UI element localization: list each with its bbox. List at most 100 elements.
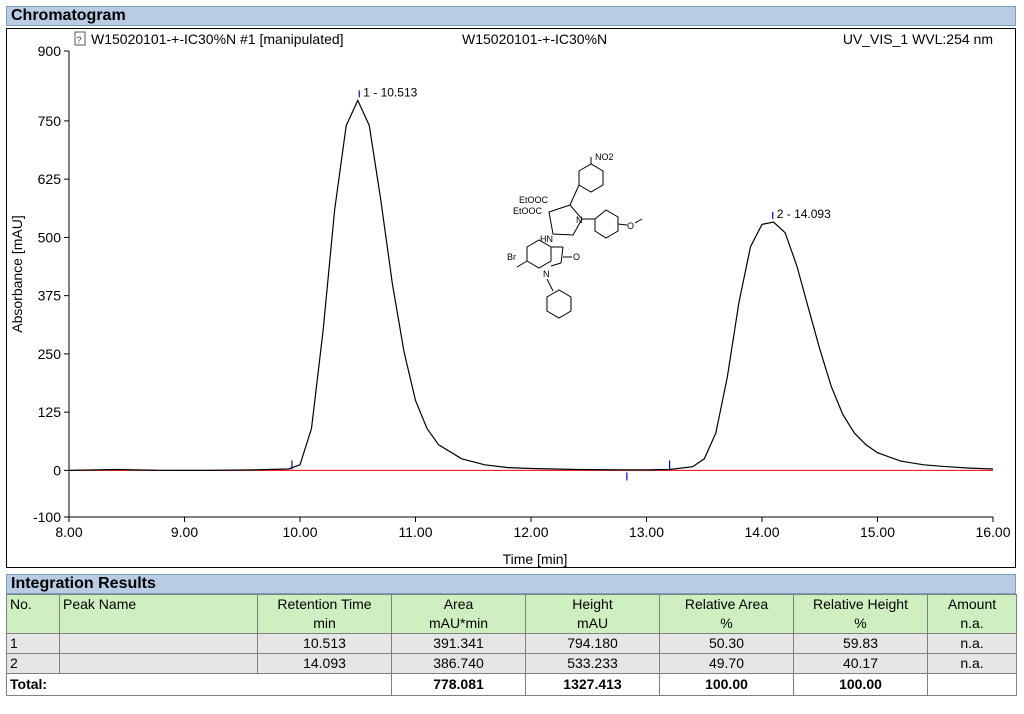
- integration-results-table: No. Peak Name Retention Time min Area mA…: [6, 594, 1017, 696]
- header-rel-area-unit: %: [720, 615, 733, 631]
- structure-ring-benzyl: [546, 289, 572, 319]
- header-peak-name-label: Peak Name: [63, 596, 137, 612]
- chart-header-right: UV_VIS_1 WVL:254 nm: [843, 31, 993, 47]
- table-row: 2 14.093 386.740 533.233 49.70 40.17 n.a…: [6, 653, 1017, 674]
- header-area: Area mAU*min: [391, 594, 526, 634]
- cell-no: 2: [6, 653, 60, 674]
- x-tick-label: 13.00: [629, 524, 664, 540]
- header-area-label: Area: [443, 596, 474, 612]
- cell-area: 391.341: [391, 633, 526, 654]
- header-no-label: No.: [10, 596, 32, 612]
- table-row: 1 10.513 391.341 794.180 50.30 59.83 n.a…: [6, 633, 1017, 654]
- integration-section-header: Integration Results: [6, 574, 1016, 594]
- y-axis-ticks: -100 0 125 250 375 500 625 750 900: [33, 43, 69, 525]
- structure-bond: [516, 260, 528, 268]
- x-axis-label: Time [min]: [503, 551, 568, 567]
- header-amount-label: Amount: [947, 596, 997, 612]
- structure-label-no2: NO2: [595, 152, 614, 162]
- total-area: 778.081: [391, 673, 526, 696]
- peak-label: 1 - 10.513: [363, 85, 417, 99]
- total-relative-height: 100.00: [793, 673, 928, 696]
- y-tick-label: 500: [38, 229, 62, 245]
- chromatogram-chart: ? W15020101-+-IC30%N #1 [manipulated] W1…: [9, 31, 1011, 567]
- structure-ring-pyrrolidine: [548, 204, 583, 236]
- header-rt-unit: min: [313, 615, 336, 631]
- cell-amount: n.a.: [927, 653, 1017, 674]
- cell-retention-time: 10.513: [257, 633, 392, 654]
- structure-ring-methoxyphenyl: [594, 209, 619, 239]
- x-tick-label: 10.00: [282, 524, 317, 540]
- y-tick-label: 900: [38, 43, 62, 59]
- header-rel-height-label: Relative Height: [813, 596, 908, 612]
- y-tick-label: -100: [33, 509, 61, 525]
- cell-amount: n.a.: [927, 633, 1017, 654]
- structure-bond: [550, 262, 562, 267]
- structure-bond: [546, 278, 554, 292]
- structure-bond: [569, 184, 580, 206]
- structure-label-o-methoxy: O: [627, 221, 634, 231]
- header-height-label: Height: [572, 596, 613, 612]
- cell-peak-name: [59, 653, 258, 674]
- chromatogram-series-line: [68, 98, 994, 471]
- cell-peak-name: [59, 633, 258, 654]
- structure-ring-nitrophenyl: [578, 163, 604, 193]
- document-icon-glyph: ?: [76, 35, 81, 45]
- structure-label-etooc-1: EtOOC: [519, 195, 549, 205]
- structure-label-etooc-2: EtOOC: [513, 206, 543, 216]
- cell-relative-height: 59.83: [793, 633, 928, 654]
- chromatogram-section-header: Chromatogram: [6, 6, 1016, 26]
- structure-label-n-oxindole: N: [543, 269, 550, 279]
- structure-label-hn: HN: [540, 234, 553, 244]
- cell-height: 794.180: [525, 633, 660, 654]
- cell-relative-area: 50.30: [659, 633, 794, 654]
- x-tick-label: 15.00: [860, 524, 895, 540]
- header-height-unit: mAU: [576, 615, 609, 631]
- header-no: No.: [6, 594, 60, 634]
- header-retention-time: Retention Time min: [257, 594, 392, 634]
- header-rel-height-unit: %: [854, 615, 867, 631]
- header-rt-label: Retention Time: [277, 596, 372, 612]
- cell-relative-height: 40.17: [793, 653, 928, 674]
- chromatogram-panel: ? W15020101-+-IC30%N #1 [manipulated] W1…: [6, 28, 1016, 568]
- chart-header-center: W15020101-+-IC30%N: [462, 31, 607, 47]
- table-header-row: No. Peak Name Retention Time min Area mA…: [6, 594, 1017, 634]
- header-relative-area: Relative Area %: [659, 594, 794, 634]
- chromatogram-title: Chromatogram: [11, 7, 126, 24]
- chemical-structure: NO2 EtOOC EtOOC HN N O O N Br: [507, 152, 643, 319]
- y-axis-label: Absorbance [mAU]: [9, 215, 25, 333]
- x-axis-ticks: 8.00 9.00 10.00 11.00 12.00 13.00 14.00 15.00 16…: [55, 517, 1011, 540]
- cell-retention-time: 14.093: [257, 653, 392, 674]
- y-tick-label: 625: [38, 171, 62, 187]
- structure-label-br: Br: [507, 252, 516, 262]
- structure-ring-oxindole: [526, 239, 552, 269]
- chart-header-left: W15020101-+-IC30%N #1 [manipulated]: [91, 31, 344, 47]
- x-tick-label: 9.00: [171, 524, 198, 540]
- cell-area: 386.740: [391, 653, 526, 674]
- table-total-row: Total: 778.081 1327.413 100.00 100.00: [6, 673, 1017, 696]
- header-peak-name: Peak Name: [59, 594, 258, 634]
- y-tick-label: 375: [38, 288, 62, 304]
- header-area-unit: mAU*min: [428, 615, 489, 631]
- plot-area: 1 - 10.513 2 - 14.093: [68, 85, 994, 481]
- cell-height: 533.233: [525, 653, 660, 674]
- structure-bond: [617, 223, 628, 226]
- structure-bond: [634, 218, 643, 224]
- structure-label-o-carbonyl: O: [573, 252, 580, 262]
- x-tick-label: 12.00: [513, 524, 548, 540]
- cell-relative-area: 49.70: [659, 653, 794, 674]
- document-icon: [74, 31, 86, 46]
- header-amount: Amount n.a.: [927, 594, 1017, 634]
- header-rel-area-label: Relative Area: [684, 596, 769, 612]
- y-tick-label: 250: [38, 346, 62, 362]
- x-tick-label: 8.00: [55, 524, 82, 540]
- integration-title: Integration Results: [11, 575, 156, 592]
- header-height: Height mAU: [525, 594, 660, 634]
- structure-bond: [560, 246, 564, 264]
- total-label: Total:: [6, 673, 392, 696]
- x-tick-label: 14.00: [744, 524, 779, 540]
- total-height: 1327.413: [525, 673, 660, 696]
- total-amount: [927, 673, 1017, 696]
- structure-label-n-ring: N: [576, 215, 583, 225]
- chart-header: ? W15020101-+-IC30%N #1 [manipulated] W1…: [74, 31, 993, 47]
- header-relative-height: Relative Height %: [793, 594, 928, 634]
